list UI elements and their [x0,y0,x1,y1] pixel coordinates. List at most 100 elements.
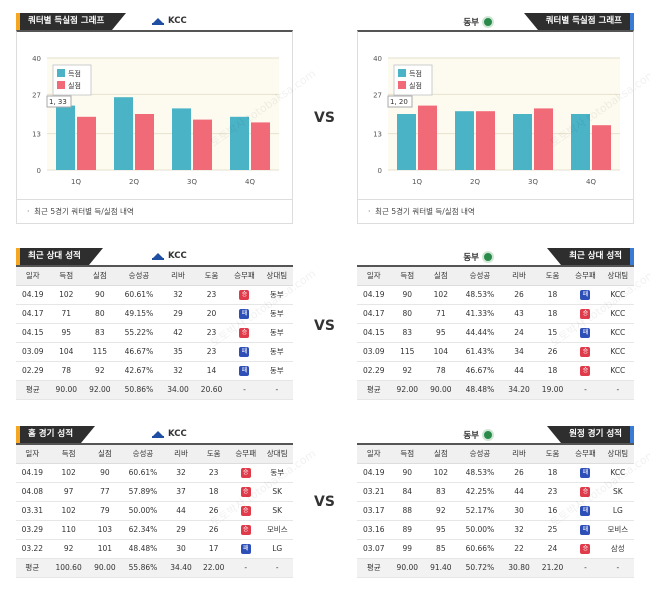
team-label-home: KCC [151,16,187,26]
table-cell: KCC [601,361,634,381]
db-logo-icon [482,429,494,441]
table-cell: 110 [48,520,89,540]
tooltip-box [387,95,413,108]
table-cell: 60.66% [457,539,503,559]
table-cell: 78 [424,361,458,381]
column-header: 리바 [161,266,195,286]
bar-score-4Q [230,116,249,170]
table-cell: 84 [390,482,425,502]
table-cell: 41.33% [457,304,503,324]
table-cell: 17 [197,539,231,559]
home-games-header: 홈 경기 성적 KCC [16,421,293,443]
table-cell: 95 [424,520,458,540]
table-cell: 삼성 [601,539,634,559]
y-tick-label: 13 [32,131,41,139]
table-cell: 102 [424,285,458,305]
table-cell: 44.44% [457,323,503,343]
average-cell: - [260,380,293,400]
result-cell: 패 [569,501,602,521]
bar-score-1Q [56,105,75,170]
result-badge: 승 [240,468,251,478]
column-header: 득점 [390,266,425,286]
table-cell: 04.19 [16,285,50,305]
table-cell: 50.00% [121,501,165,521]
table-cell: 92 [48,539,89,559]
team-name: 동부 [463,18,479,28]
x-tick-label: 2Q [129,178,139,186]
result-cell: 승 [230,463,262,483]
table-cell: 90 [83,285,117,305]
table-cell: 90 [390,285,425,305]
column-header: 득점 [48,444,89,464]
team-label-home: KCC [151,251,187,261]
table-cell: 29 [161,304,195,324]
table-cell: 55.22% [116,323,162,343]
result-badge: 승 [240,525,251,535]
result-badge: 승 [239,290,250,300]
table-cell: 95 [424,323,458,343]
table-cell: 04.19 [357,285,391,305]
table-cell: 모비스 [601,520,634,540]
table-cell: 60.61% [116,285,162,305]
table-header-row: 일자 득점 실점 승성공 리바 도움 승무패 상대팀 [357,444,634,464]
table-cell: 57.89% [121,482,165,502]
table-cell: 102 [48,463,89,483]
average-cell: 20.60 [194,380,229,400]
table-cell: 90 [390,463,425,483]
table-cell: 29 [164,520,198,540]
average-cell: 55.86% [121,558,165,578]
table-cell: 02.29 [357,361,391,381]
table-cell: 79 [88,501,122,521]
result-badge: 승 [580,487,591,497]
table-cell: 22 [502,539,536,559]
column-header: 상대팀 [601,266,634,286]
legend-label: 실점 [68,81,81,90]
table-cell: 89 [390,520,425,540]
table-cell: 03.22 [16,539,49,559]
table-cell: 44 [164,501,198,521]
vs-label: VS [314,494,335,510]
away-games-panel: 동부 원정 경기 성적 일자 득점 실점 승성공 리바 도움 승무패 상대팀 04.19 90 10… [357,421,634,578]
table-row: 04.15 95 83 55.22% 42 23 승 동부 [16,323,293,343]
result-cell: 승 [569,361,602,381]
table-cell: 26 [502,285,536,305]
bar-score-3Q [172,108,191,170]
column-header: 승무패 [569,266,602,286]
table-cell: 101 [88,539,122,559]
table-cell: 15 [535,323,570,343]
result-badge: 승 [239,328,250,338]
average-cell: 30.80 [502,558,536,578]
result-cell: 승 [569,539,602,559]
average-cell: - [569,380,602,400]
table-cell: 04.17 [357,304,391,324]
y-tick-label: 27 [373,91,382,99]
table-header-row: 일자 득점 실점 승성공 리바 도움 승무패 상대팀 [16,266,293,286]
table-cell: 동부 [260,304,293,324]
result-cell: 패 [228,361,261,381]
average-cell: - [261,558,293,578]
table-cell: 18 [535,361,570,381]
table-cell: 동부 [261,463,293,483]
result-cell: 승 [230,520,262,540]
recent-header-home: 최근 상대 성적 KCC [16,243,293,265]
result-cell: 패 [569,285,602,305]
table-cell: 83 [390,323,425,343]
average-cell: 50.86% [116,380,162,400]
bar-score-1Q [397,114,416,170]
table-cell: 03.29 [16,520,49,540]
tooltip-text: 1, 33 [49,98,67,106]
table-cell: KCC [601,342,634,362]
y-tick-label: 40 [32,55,41,63]
away-games-header: 동부 원정 경기 성적 [357,421,634,443]
average-cell: 92.00 [390,380,425,400]
table-cell: SK [261,501,293,521]
recent-header-away: 동부 최근 상대 성적 [357,243,634,265]
table-cell: 30 [164,539,198,559]
table-cell: 49.15% [116,304,162,324]
result-badge: 패 [580,468,591,478]
section-title: 쿼터별 득실점 그래프 [523,13,634,30]
quarter-chart-away: 0 13 27 40 1Q 2Q 3Q 4Q 득점 실점 1, 20 [357,30,634,200]
y-tick-label: 0 [378,167,382,175]
result-badge: 승 [240,506,251,516]
table-row: 03.07 99 85 60.66% 22 24 승 삼성 [357,539,634,559]
